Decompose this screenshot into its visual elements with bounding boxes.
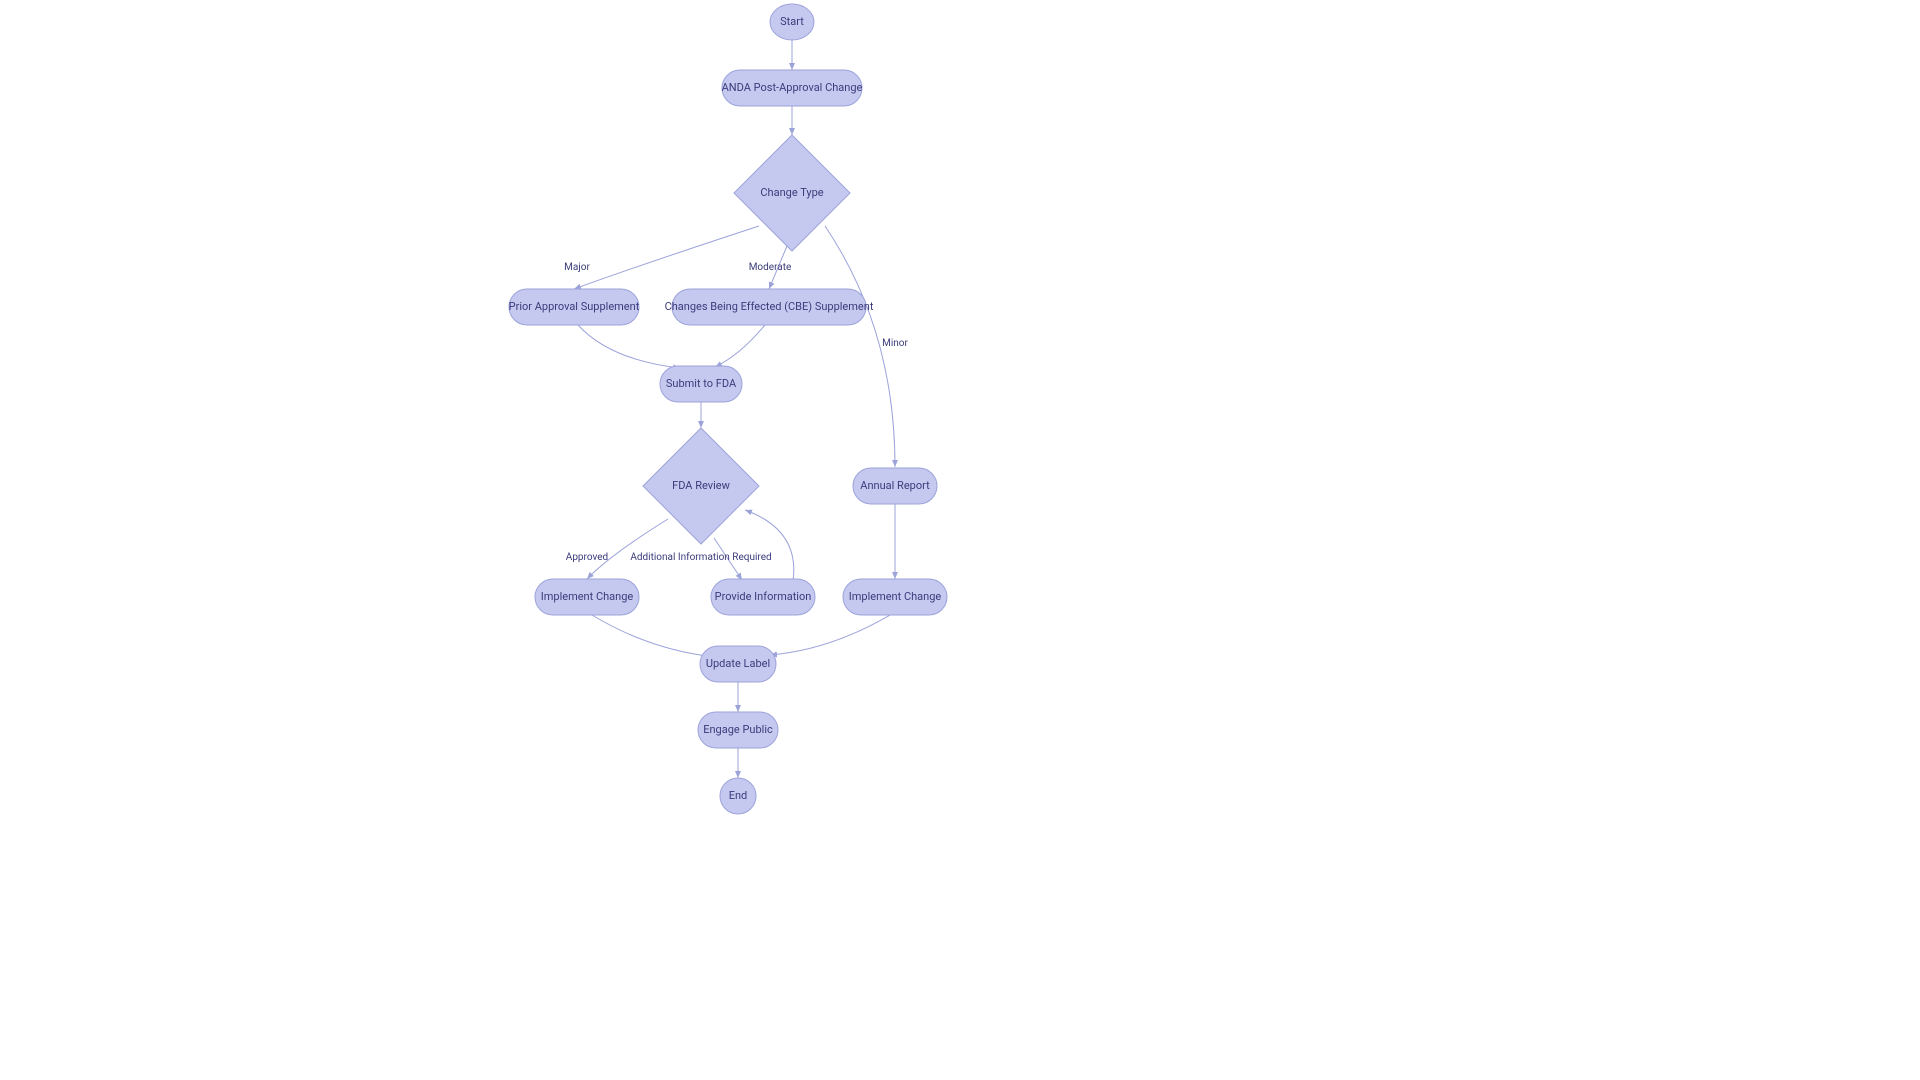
edge [770,615,890,655]
flowchart-canvas: Major Moderate Minor Approved Additional Inf… [0,0,1920,1080]
node-impl1: Implement Change [535,579,639,615]
node-label: Implement Change [541,590,634,603]
node-provide: Provide Information [711,579,815,615]
node-label: Provide Information [715,590,812,603]
node-anda: ANDA Post-Approval Change [722,70,863,106]
node-label: Prior Approval Supplement [509,300,640,313]
edge-label: Moderate [749,262,792,273]
edge [592,615,715,657]
node-fdareview: FDA Review [643,428,759,544]
node-cbe: Changes Being Effected (CBE) Supplement [665,289,874,325]
node-engage: Engage Public [698,712,778,748]
node-label: FDA Review [672,479,730,492]
node-label: Change Type [760,186,823,199]
node-impl2: Implement Change [843,579,947,615]
node-label: Implement Change [849,590,942,603]
node-prior: Prior Approval Supplement [509,289,640,325]
edge [715,325,765,367]
node-label: End [729,789,748,802]
edge-label: Additional Information Required [630,551,771,563]
node-label: ANDA Post-Approval Change [722,81,863,94]
node-label: Changes Being Effected (CBE) Supplement [665,300,874,313]
node-update: Update Label [700,646,776,682]
node-start: Start [770,4,814,40]
edge [578,325,680,368]
node-label: Engage Public [703,723,773,736]
edge-label: Approved [566,552,608,563]
edge-label: Minor [882,338,908,349]
edge [745,510,794,581]
node-label: Update Label [706,657,770,670]
node-changetype: Change Type [734,135,850,251]
node-submit: Submit to FDA [660,366,742,402]
node-label: Annual Report [860,479,930,492]
edge-label: Major [564,262,590,273]
node-label: Submit to FDA [666,377,737,390]
edge [587,519,668,579]
node-end: End [720,778,756,814]
node-annual: Annual Report [853,468,937,504]
edge [574,226,759,289]
node-label: Start [780,15,804,28]
